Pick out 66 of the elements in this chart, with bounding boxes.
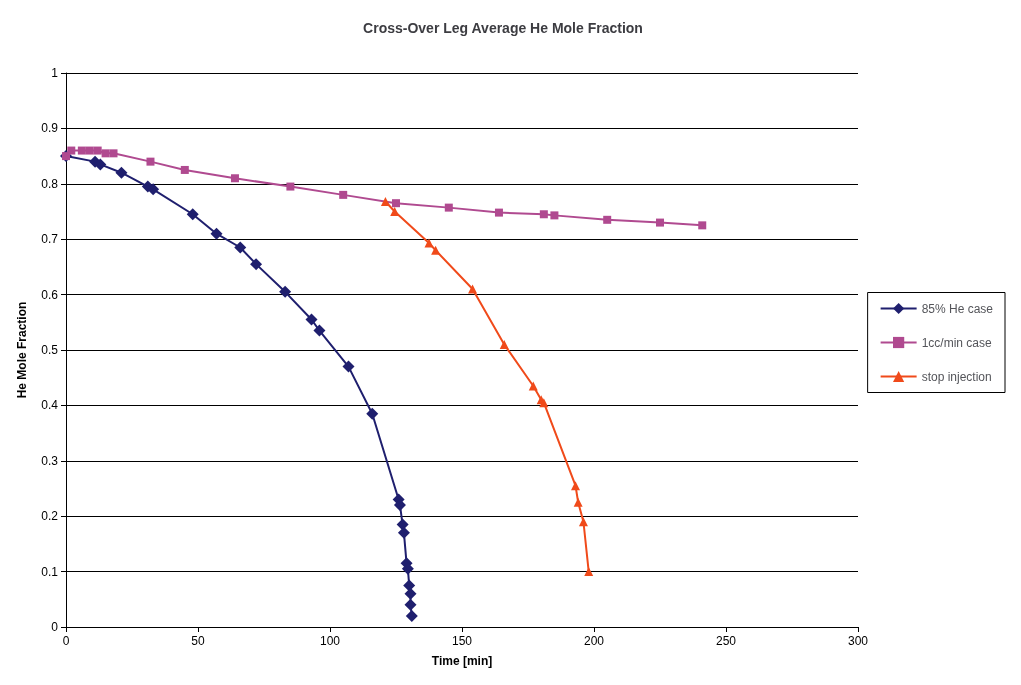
y-tick-label: 0.2 xyxy=(41,509,59,524)
x-tick-label: 0 xyxy=(62,634,70,648)
point xyxy=(405,609,418,622)
point xyxy=(424,238,434,248)
point xyxy=(67,146,76,155)
point xyxy=(186,208,199,221)
point xyxy=(115,166,128,179)
y-tick-label: 0 xyxy=(51,620,59,634)
point xyxy=(698,221,707,230)
point xyxy=(494,208,503,217)
point xyxy=(339,190,348,199)
x-tick-label: 200 xyxy=(583,634,605,648)
point xyxy=(573,497,583,507)
point xyxy=(279,285,292,298)
point xyxy=(380,197,390,207)
point xyxy=(571,481,581,491)
point xyxy=(656,218,664,227)
point xyxy=(180,165,189,174)
x-tick-label: 150 xyxy=(451,634,473,648)
point xyxy=(286,182,295,191)
y-axis-title: He Mole Fraction xyxy=(15,301,29,399)
x-tick-label: 100 xyxy=(319,634,341,648)
legend-label: 1cc/min case xyxy=(921,335,992,350)
point xyxy=(444,203,453,212)
point xyxy=(390,207,400,216)
point xyxy=(146,157,155,166)
x-tick-label: 50 xyxy=(191,634,205,648)
point xyxy=(109,149,118,158)
point xyxy=(85,146,94,155)
legend-label: stop injection xyxy=(921,369,992,384)
y-tick-label: 0.9 xyxy=(41,121,59,136)
point xyxy=(305,313,318,326)
point xyxy=(431,245,441,255)
x-tick-label: 250 xyxy=(715,634,737,648)
point xyxy=(499,339,509,349)
x-axis-title: Time [min] xyxy=(431,654,493,668)
y-tick-label: 0.5 xyxy=(41,343,59,357)
y-tick-label: 0.1 xyxy=(41,564,59,579)
point xyxy=(234,241,247,254)
y-tick-label: 0.7 xyxy=(41,232,59,247)
y-tick-label: 0.6 xyxy=(41,287,59,302)
point xyxy=(93,146,102,155)
point xyxy=(603,215,612,224)
point xyxy=(210,227,223,240)
point xyxy=(403,579,416,592)
legend-label: 85% He case xyxy=(921,301,994,316)
y-tick-label: 1 xyxy=(51,66,59,80)
point xyxy=(366,407,379,420)
point xyxy=(250,258,263,271)
point xyxy=(230,174,239,183)
point xyxy=(550,211,559,220)
y-tick-label: 0.8 xyxy=(41,176,59,191)
y-tick-label: 0.3 xyxy=(41,453,59,468)
x-tick-label: 300 xyxy=(847,634,869,648)
chart-title: Cross-Over Leg Average He Mole Fraction xyxy=(363,20,643,36)
y-tick-label: 0.4 xyxy=(41,398,59,413)
point xyxy=(404,598,417,611)
point xyxy=(539,210,548,219)
point xyxy=(342,360,355,373)
point xyxy=(313,324,326,337)
point xyxy=(101,149,110,158)
point xyxy=(77,146,86,155)
point xyxy=(468,284,478,294)
point xyxy=(528,381,538,391)
point xyxy=(578,517,588,527)
point xyxy=(392,199,400,208)
